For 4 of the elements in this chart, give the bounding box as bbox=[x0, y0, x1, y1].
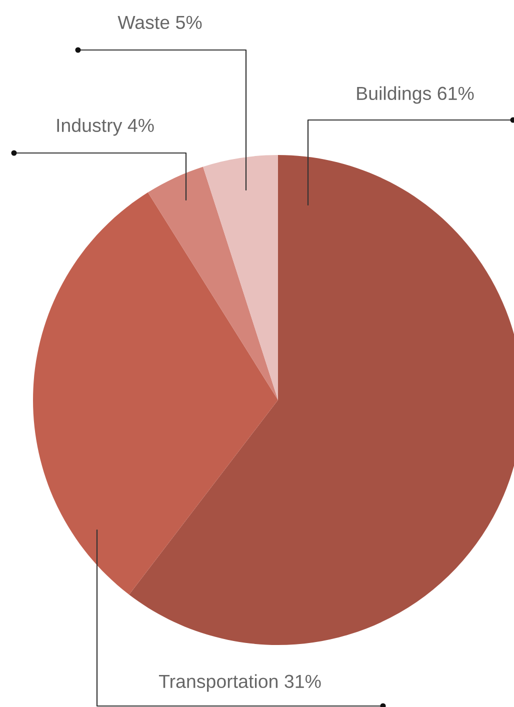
slice-label: Transportation 31% bbox=[158, 674, 321, 692]
slice-label: Industry 4% bbox=[57, 118, 154, 136]
slice-label: Waste 5% bbox=[118, 16, 202, 30]
slice-label: Buildings 61% bbox=[357, 86, 474, 104]
